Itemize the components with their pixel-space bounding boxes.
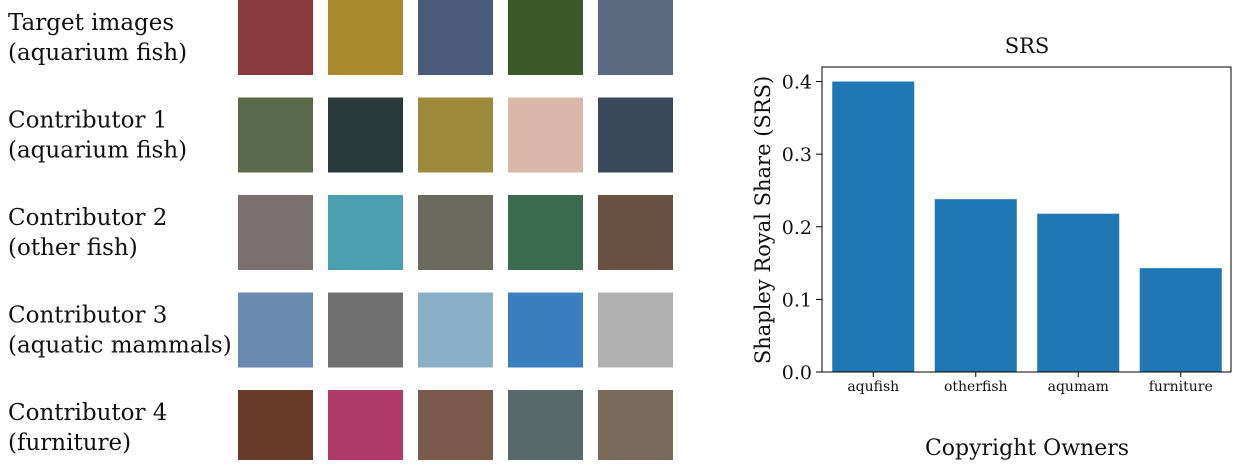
y-axis-label: Shapley Royal Share (SRS)	[751, 76, 775, 364]
thumbnail	[508, 292, 583, 368]
thumbnail	[508, 97, 583, 173]
thumbnail	[238, 390, 313, 464]
thumbnail	[238, 292, 313, 368]
thumbnail	[328, 390, 403, 464]
row-label: (aquatic mammals)	[8, 333, 232, 359]
thumbnail	[598, 97, 673, 173]
thumbnail	[238, 195, 313, 270]
thumbnail	[238, 0, 313, 75]
row-label: Contributor 3	[8, 303, 167, 329]
thumbnail	[598, 0, 673, 75]
row-label: (aquarium fish)	[8, 138, 187, 164]
y-tick-label: 0.1	[782, 289, 812, 311]
thumbnail	[418, 97, 493, 173]
x-tick-label: aqumam	[1048, 379, 1109, 395]
thumbnail	[508, 0, 583, 75]
y-tick-label: 0.3	[782, 144, 812, 166]
bar	[934, 199, 1017, 372]
chart-title: SRS	[1005, 34, 1050, 58]
thumbnail	[328, 195, 403, 270]
y-tick-label: 0.0	[782, 362, 812, 384]
x-tick-label: furniture	[1149, 379, 1213, 395]
thumbnail	[328, 97, 403, 173]
thumbnail	[508, 390, 583, 464]
y-tick-label: 0.2	[782, 217, 812, 239]
thumbnail	[418, 292, 493, 368]
x-axis-label: Copyright Owners	[925, 436, 1129, 460]
row-label: (other fish)	[8, 235, 138, 261]
y-tick-label: 0.4	[782, 72, 812, 94]
bar	[1037, 213, 1120, 372]
row-label: Contributor 2	[8, 205, 167, 231]
row-label: Contributor 1	[8, 108, 167, 134]
thumbnail	[328, 292, 403, 368]
row-label: Target images	[8, 10, 174, 36]
thumbnail	[508, 195, 583, 270]
thumbnail	[238, 97, 313, 173]
thumbnail	[418, 0, 493, 75]
thumbnail	[328, 0, 403, 75]
x-tick-label: aqufish	[847, 379, 899, 395]
plot-frame	[821, 66, 1232, 373]
thumbnail	[598, 390, 673, 464]
thumbnail	[418, 195, 493, 270]
thumbnail	[418, 390, 493, 464]
row-label: (furniture)	[8, 430, 131, 456]
thumbnail	[598, 195, 673, 270]
row-label: (aquarium fish)	[8, 40, 187, 66]
bar	[832, 81, 915, 373]
row-label: Contributor 4	[8, 400, 167, 426]
x-tick-label: otherfish	[944, 379, 1008, 395]
bar	[1139, 268, 1222, 372]
thumbnail	[598, 292, 673, 368]
